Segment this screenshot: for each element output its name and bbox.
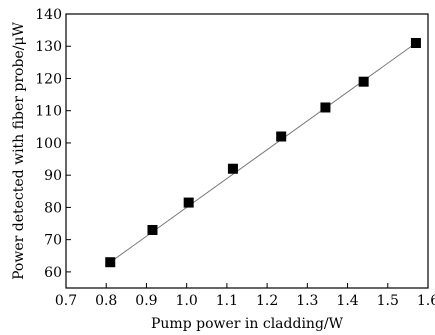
- x-tick-label: 1.2: [256, 293, 278, 309]
- x-axis-ticks: 0.7 0.8 0.9 1.0 1.1 1.2 1.3 1.4 1.5 1.6: [55, 283, 435, 309]
- x-tick-label: 1.3: [296, 293, 318, 309]
- y-tick-label: 140: [35, 7, 62, 23]
- x-tick-label: 1.1: [216, 293, 238, 309]
- data-point: [410, 38, 421, 49]
- data-point: [358, 76, 369, 87]
- y-tick-label: 110: [35, 104, 62, 120]
- y-tick-label: 80: [44, 200, 62, 216]
- x-tick-label: 1.5: [377, 293, 399, 309]
- x-tick-label: 0.9: [135, 293, 157, 309]
- data-point: [320, 102, 331, 113]
- plot-frame: [65, 13, 429, 289]
- data-point: [147, 224, 158, 235]
- x-axis-title: Pump power in cladding/W: [151, 316, 344, 332]
- data-point: [276, 131, 287, 142]
- y-axis-title: Power detected with fiber probe/μW: [11, 21, 27, 279]
- data-point: [183, 197, 194, 208]
- y-tick-label: 100: [35, 136, 62, 152]
- data-point: [105, 257, 116, 268]
- y-axis-ticks: 60 70 80 90 100 110 120 130 140: [35, 7, 71, 281]
- y-tick-label: 60: [44, 265, 62, 281]
- x-tick-label: 1.4: [336, 293, 358, 309]
- y-tick-label: 120: [35, 71, 62, 87]
- x-tick-label: 1.6: [417, 293, 435, 309]
- x-tick-label: 0.7: [55, 293, 77, 309]
- x-tick-label: 1.0: [176, 293, 198, 309]
- x-tick-label: 0.8: [95, 293, 117, 309]
- y-tick-label: 90: [44, 168, 62, 184]
- y-tick-label: 130: [35, 39, 62, 55]
- data-point: [227, 163, 238, 174]
- y-tick-label: 70: [44, 233, 62, 249]
- data-points: [105, 38, 421, 268]
